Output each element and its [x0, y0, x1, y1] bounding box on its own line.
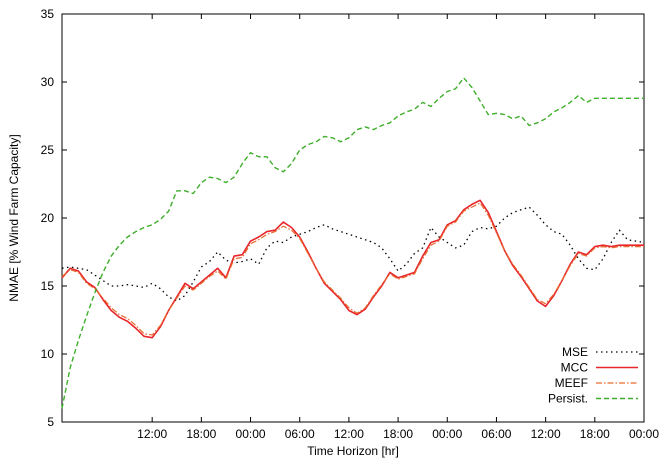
y-axis-title: NMAE [% Wind Farm Capacity] [7, 134, 21, 301]
series-line-mcc [61, 199, 644, 339]
plot-border [61, 13, 645, 423]
x-tick-label: 06:00 [285, 427, 315, 441]
y-tick-label: 10 [41, 347, 55, 361]
x-tick-label: 18:00 [186, 427, 216, 441]
legend-label-meef: MEEF [555, 376, 588, 390]
axis-ticks: 5 10 15 20 25 30 35 12:00 18:00 00:00 06:00 12:00 18… [41, 7, 660, 441]
series-line-persist [61, 77, 644, 409]
x-tick-label: 12:00 [531, 427, 561, 441]
x-tick-label: 18:00 [383, 427, 413, 441]
y-tick-label: 25 [41, 143, 55, 157]
plot-frame [61, 13, 645, 423]
legend-label-mcc: MCC [561, 361, 589, 375]
y-tick-label: 30 [41, 75, 55, 89]
x-tick-label: 12:00 [137, 427, 167, 441]
y-tick-label: 20 [41, 211, 55, 225]
x-tick-label: 00:00 [236, 427, 266, 441]
y-tick-label: 35 [41, 7, 55, 21]
y-tick-label: 15 [41, 279, 55, 293]
series-lines [61, 77, 645, 409]
x-axis-title: Time Horizon [hr] [307, 444, 399, 458]
legend-label-mse: MSE [562, 345, 588, 359]
y-tick-label: 5 [47, 415, 54, 429]
series-line-meef [61, 202, 644, 336]
x-tick-label: 12:00 [334, 427, 364, 441]
x-tick-label: 00:00 [432, 427, 462, 441]
legend-label-persist: Persist. [548, 392, 588, 406]
x-tick-label: 18:00 [580, 427, 610, 441]
x-tick-label: 00:00 [629, 427, 659, 441]
series-line-mse [61, 206, 645, 302]
x-tick-label: 06:00 [481, 427, 511, 441]
